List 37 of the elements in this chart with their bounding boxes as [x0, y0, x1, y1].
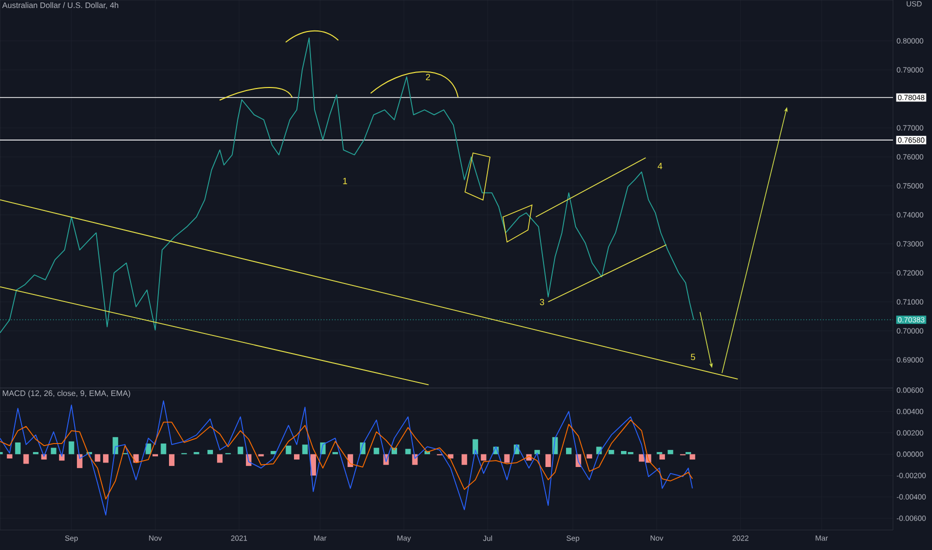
bar: [302, 444, 308, 454]
bar: [545, 454, 551, 468]
annotation: 3: [540, 298, 544, 306]
bar: [504, 454, 510, 463]
bar: [168, 454, 174, 466]
bar: [586, 454, 592, 458]
bar: [608, 450, 614, 454]
bar: [76, 454, 82, 468]
annotation: 1: [343, 178, 348, 184]
annotation: 4: [658, 162, 662, 170]
annotation: 5: [690, 354, 696, 360]
bar: [68, 441, 74, 454]
bar: [405, 448, 411, 454]
bar: [659, 454, 665, 460]
bar: [94, 454, 100, 462]
bar: [15, 442, 21, 454]
annotation: 2: [426, 74, 430, 80]
bar: [374, 448, 380, 454]
bar: [690, 454, 696, 460]
bar: [462, 454, 468, 465]
bar: [448, 454, 454, 458]
bar: [310, 454, 316, 476]
bar: [566, 448, 572, 454]
bar: [23, 454, 29, 464]
bar: [160, 444, 166, 454]
bar: [480, 454, 486, 461]
line-series: [0, 400, 693, 516]
bar: [103, 454, 109, 463]
bar: [668, 450, 674, 454]
line-series: [0, 420, 693, 500]
bar: [217, 454, 223, 463]
bar: [238, 446, 244, 454]
bar: [6, 454, 12, 458]
bar: [294, 454, 300, 460]
bar: [207, 450, 213, 454]
bar: [50, 448, 56, 454]
bar: [286, 446, 292, 454]
